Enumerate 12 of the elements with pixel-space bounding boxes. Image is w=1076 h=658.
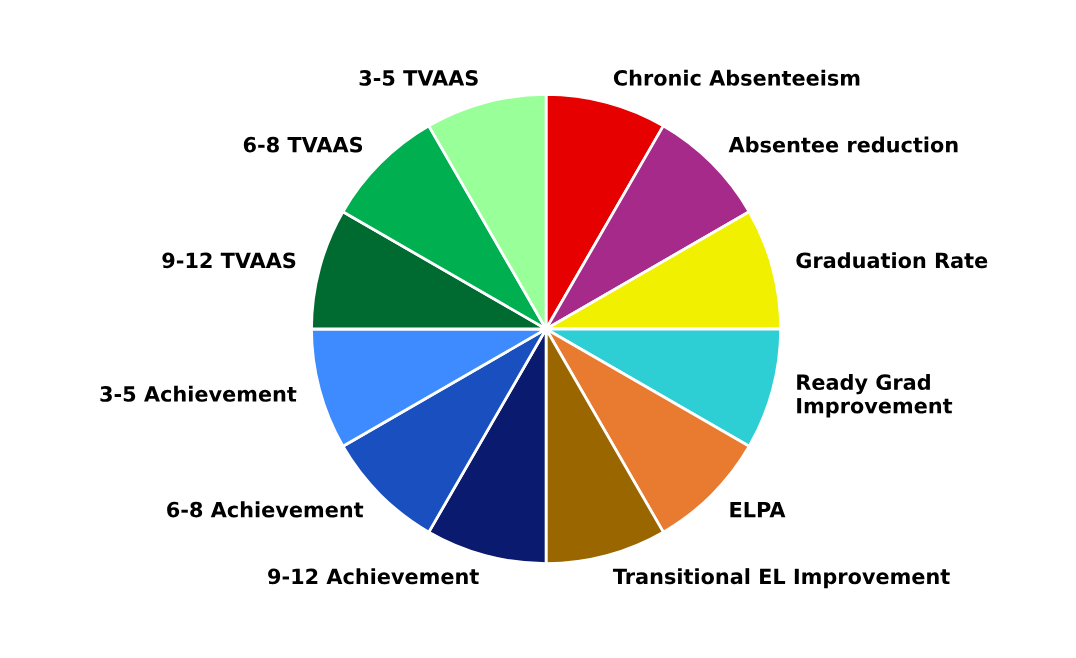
slice-label: 9-12 Achievement	[268, 568, 479, 585]
slice-label: Graduation Rate	[796, 252, 988, 269]
slice-label: Transitional EL Improvement	[612, 568, 950, 589]
slice-label: 6-8 Achievement	[167, 501, 364, 518]
slice-label: ELPA	[730, 502, 786, 518]
slice-label: 3-5 TVAAS	[359, 70, 478, 86]
slice-label: 6-8 TVAAS	[243, 136, 363, 153]
slice-label: Absentee reduction	[728, 136, 958, 153]
slice-label: Ready Grad Improvement	[797, 373, 953, 418]
slice-label: 9-12 TVAAS	[162, 252, 296, 269]
slice-label: 3-5 Achievement	[100, 385, 297, 402]
slice-label: Chronic Absenteeism	[613, 69, 860, 86]
